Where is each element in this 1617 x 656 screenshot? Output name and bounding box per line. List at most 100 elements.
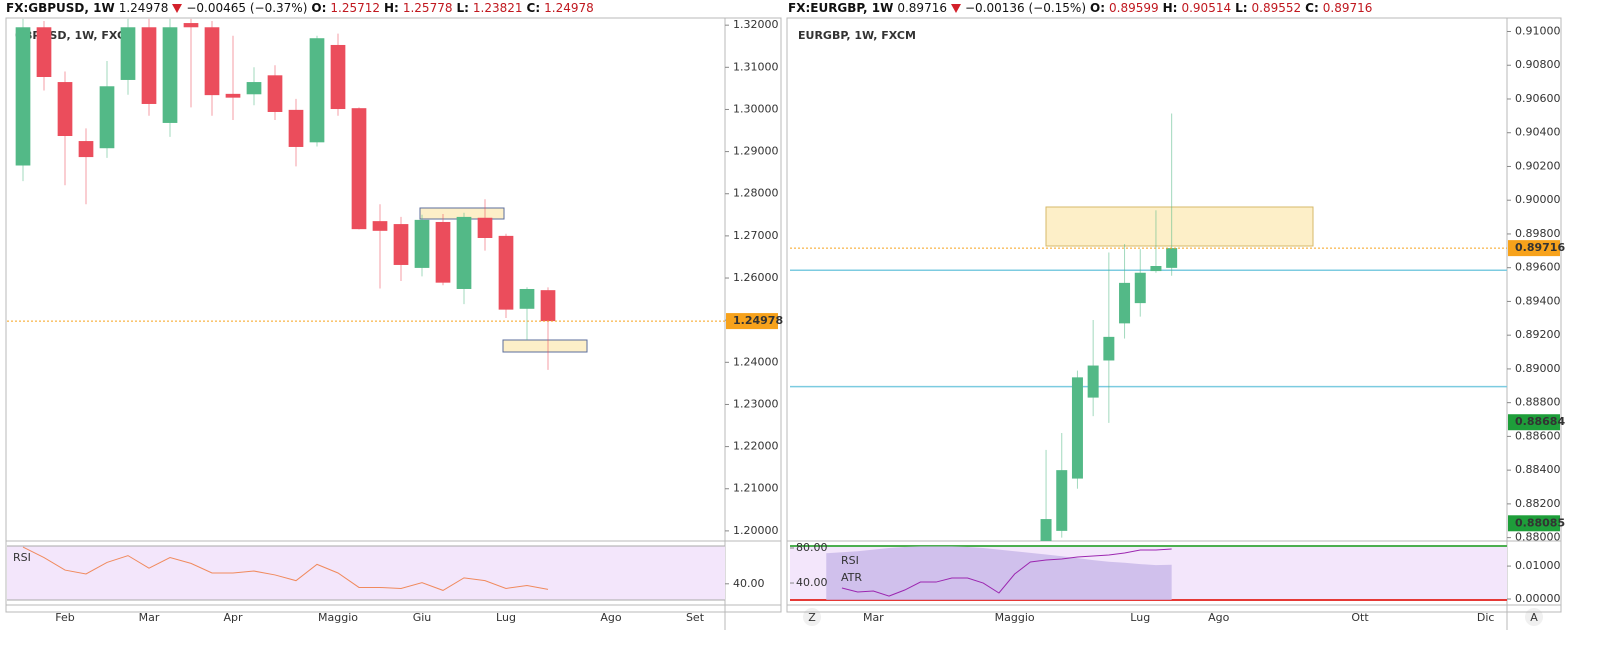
x-tick-label: Set [686,611,705,624]
y-tick-label: 0.90800 [1515,58,1561,71]
y-tick-label: 1.22000 [733,440,779,453]
x-tick-label: Maggio [318,611,358,624]
high-value: 1.25778 [402,1,453,15]
candle-body [435,221,451,283]
x-tick-label: Ago [600,611,622,624]
last-price: 0.89716 [897,1,947,15]
candle-body [1134,272,1146,304]
candle-body [267,75,283,112]
y-tick-label: 0.01000 [1515,559,1561,572]
candle-body [1056,470,1068,531]
ohlc-label: O: [311,1,327,15]
marker-label: 0.88085 [1515,516,1565,529]
down-arrow [172,3,183,13]
marker-box [1508,515,1560,532]
y-tick-label: 0.88800 [1515,396,1561,409]
ohlc-label: C: [1305,1,1319,15]
y-tick-label: 0.88400 [1515,463,1561,476]
y-tick-label: 1.30000 [733,102,779,115]
y-tick-label: 1.32000 [733,18,779,31]
indicator-name: ATR [841,571,862,584]
toolbar-label[interactable]: Z [808,611,816,624]
candle-body [1071,377,1083,479]
candle-body [1119,282,1131,324]
y-tick-label: 0.90600 [1515,92,1561,105]
drawing-rect [1045,206,1314,247]
indicator-name: RSI [13,551,31,564]
candle-body [36,27,52,78]
ohlc-label: L: [1235,1,1248,15]
price-label-box [726,313,778,330]
indicator-name: RSI [841,554,859,567]
candle-body [120,27,136,80]
toolbar-label[interactable]: A [1530,611,1538,624]
rsi-line [841,548,1172,597]
candle-body [183,23,199,28]
candle-body [351,108,367,230]
candle-body [519,288,535,309]
y-tick-label: 1.28000 [733,187,779,200]
header: FX:EURGBP, 1W 0.89716 −0.00136 (−0.15%) … [788,0,1372,16]
candle-body [498,235,514,310]
marker-box [1508,414,1560,431]
y-tick-label: 1.24000 [733,355,779,368]
x-tick-label: Giu [413,611,432,624]
candle-body [372,221,388,231]
x-tick-label: Ott [1351,611,1369,624]
y-tick-label: 1.31000 [733,60,779,73]
symbol: FX:GBPUSD, 1W [6,1,115,15]
y-tick-label: 0.88600 [1515,429,1561,442]
y-tick-label: 1.29000 [733,145,779,158]
y-tick-label: 40.00 [796,576,828,589]
y-tick-label: 0.89000 [1515,362,1561,375]
candle-body [246,82,262,95]
candle-body [78,141,94,158]
candle-body [204,27,220,96]
open-value: 0.89599 [1109,1,1159,15]
candle-body [288,109,304,147]
x-tick-label: Lug [496,611,516,624]
x-tick-label: Mar [863,611,884,624]
y-tick-label: 1.20000 [733,524,779,537]
candle-body [1040,519,1052,541]
pane-title: EURGBP, 1W, FXCM [798,29,916,42]
candle-body [1150,266,1162,272]
y-tick-label: 0.88000 [1515,531,1561,544]
price-label: 0.89716 [1515,241,1565,254]
candles [1040,113,1178,541]
close-value: 0.89716 [1322,1,1373,15]
x-tick-label: Dic [1477,611,1495,624]
y-tick-label: 0.88200 [1515,497,1561,510]
y-tick-label: 1.26000 [733,271,779,284]
candle-body [1103,336,1115,361]
candle-body [1087,365,1099,398]
y-tick-label: 1.27000 [733,229,779,242]
candle-body [225,93,241,98]
candle-body [15,27,31,166]
ohlc-label: C: [526,1,541,15]
candle-body [141,27,157,104]
symbol: FX:EURGBP, 1W [788,1,894,15]
y-tick-label: 0.90200 [1515,159,1561,172]
pane-title: GBPUSD, 1W, FXCM [15,29,136,42]
marker-label: 0.88684 [1515,415,1565,428]
candle-body [330,44,346,110]
y-tick-label: 0.00000 [1515,592,1561,605]
candle-body [99,86,115,149]
drawing-rect [502,339,588,353]
ohlc-label: O: [1090,1,1105,15]
header: FX:GBPUSD, 1W 1.24978 −0.00465 (−0.37%) … [6,0,594,16]
candle-body [414,219,430,268]
candle-body [540,290,556,322]
x-tick-label: Maggio [995,611,1035,624]
candles [15,18,556,370]
x-tick-label: Ago [1208,611,1230,624]
y-tick-label: 0.89200 [1515,328,1561,341]
x-tick-label: Apr [223,611,243,624]
y-tick-label: 40.00 [733,577,765,590]
y-tick-label: 0.89800 [1515,227,1561,240]
down-arrow [950,3,961,13]
last-price: 1.24978 [118,1,169,15]
